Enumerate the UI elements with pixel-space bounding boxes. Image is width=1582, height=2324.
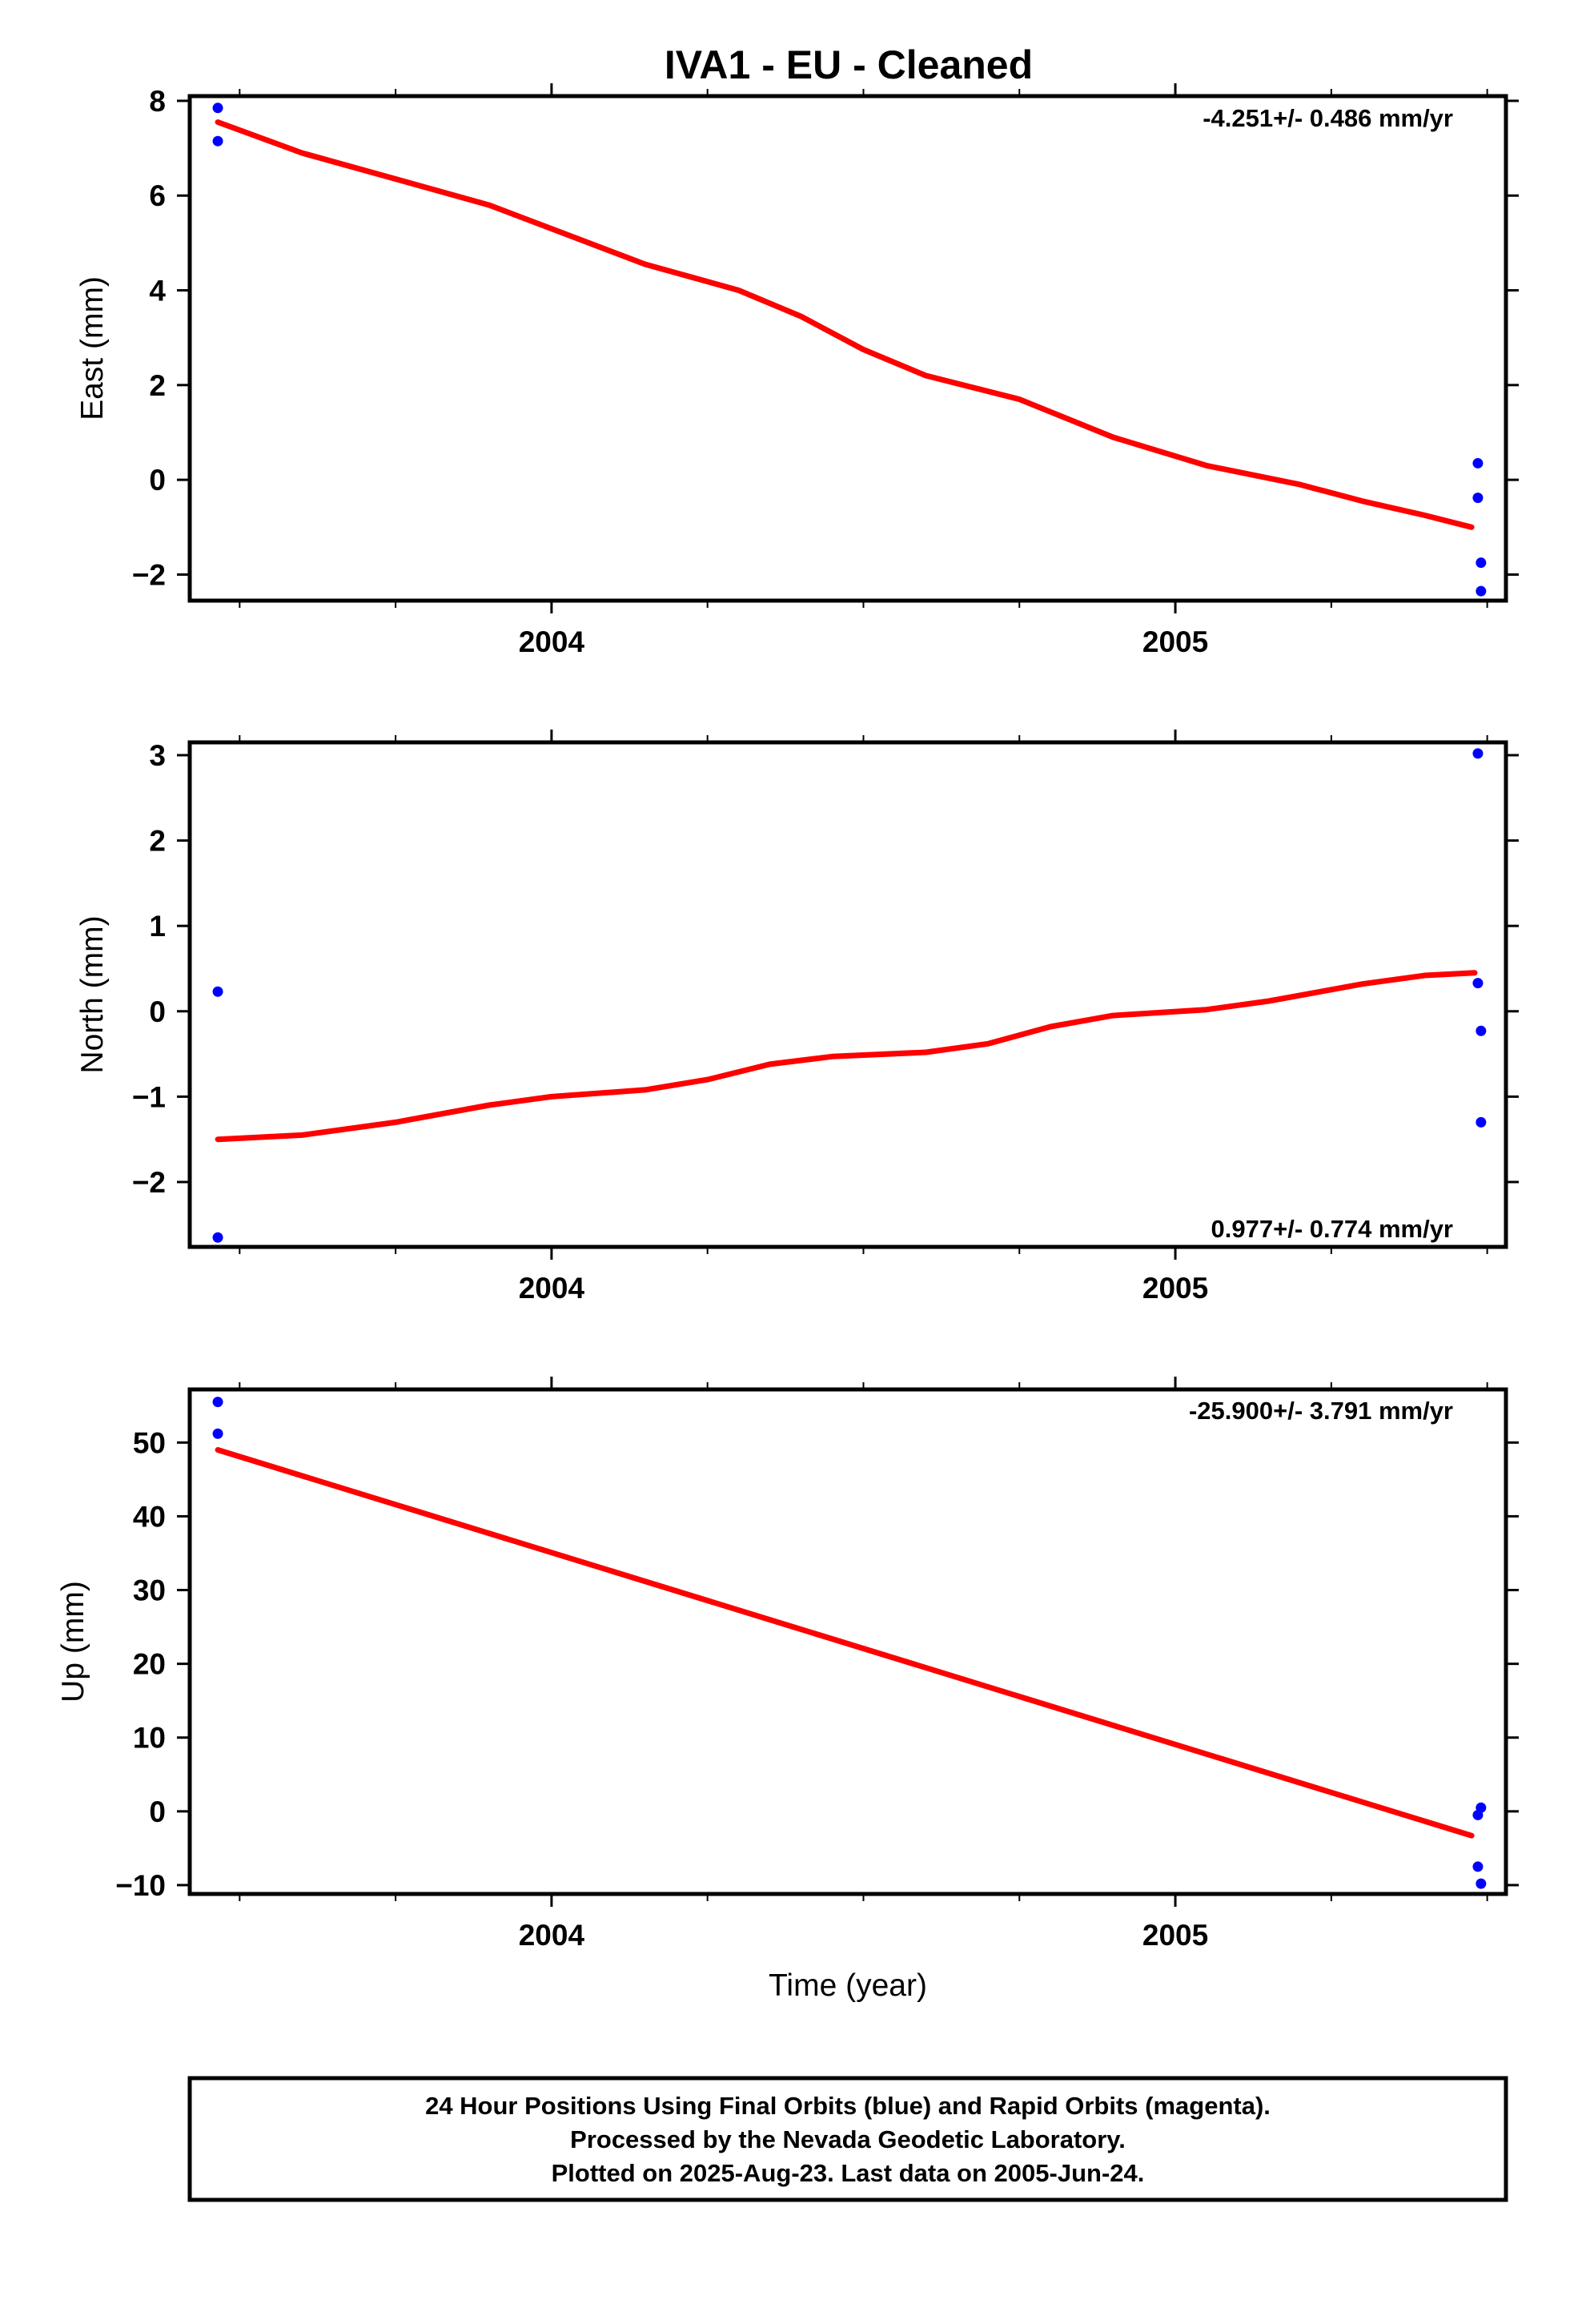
east-data-point	[1472, 493, 1484, 504]
north-y-tick-label: −2	[132, 1166, 166, 1199]
east-y-ticks: −2 0 2 4 6 8	[132, 85, 1519, 591]
east-y-tick-label: −2	[132, 558, 166, 591]
east-data-point	[1476, 557, 1487, 569]
north-y-tick-label: 0	[149, 995, 166, 1028]
north-y-tick-label: 1	[149, 910, 166, 943]
east-y-tick-label: 4	[149, 275, 166, 308]
up-fit-line	[215, 1447, 1475, 1839]
east-data-point	[1472, 457, 1484, 468]
up-y-tick-label: 30	[133, 1574, 166, 1607]
footer-line-3: Plotted on 2025-Aug-23. Last data on 200…	[552, 2159, 1145, 2187]
north-points-layer	[212, 748, 1487, 1243]
east-points-layer	[212, 103, 1487, 597]
north-data-point	[1476, 1025, 1487, 1036]
up-panel: −10 0 10 20 30 40 50 2004 2005 Up (mm) -25.900+…	[56, 1377, 1519, 1952]
footer-frame	[187, 2076, 1508, 2202]
up-data-point	[1476, 1802, 1487, 1813]
east-data-point	[212, 103, 223, 114]
north-rate-label: 0.977+/- 0.774 mm/yr	[1211, 1215, 1453, 1243]
north-y-axis-label: North (mm)	[75, 915, 110, 1073]
east-plot-frame	[187, 94, 1508, 603]
up-y-axis-label: Up (mm)	[56, 1581, 90, 1703]
up-data-point	[1476, 1878, 1487, 1889]
east-y-axis-label: East (mm)	[75, 276, 110, 420]
footer-box: 24 Hour Positions Using Final Orbits (bl…	[187, 2076, 1508, 2202]
north-data-point	[212, 1232, 223, 1243]
up-data-point	[212, 1428, 223, 1439]
east-panel: −2 0 2 4 6 8 2004 2005 East (mm) -4.251+/- 0.4…	[75, 83, 1519, 658]
up-y-ticks: −10 0 10 20 30 40 50	[115, 1426, 1519, 1902]
north-data-point	[1472, 748, 1484, 759]
east-fit-line	[215, 119, 1475, 530]
up-y-tick-label: 20	[133, 1648, 166, 1681]
up-data-point	[212, 1397, 223, 1408]
east-y-tick-label: 6	[149, 179, 166, 212]
north-x-tick-label: 2005	[1142, 1272, 1208, 1305]
north-data-point	[1472, 978, 1484, 989]
east-x-tick-label: 2004	[519, 625, 585, 658]
east-y-tick-label: 2	[149, 369, 166, 402]
north-data-point	[212, 986, 223, 997]
north-x-tick-label: 2004	[519, 1272, 585, 1305]
up-data-point	[1472, 1861, 1484, 1872]
east-data-point	[1476, 585, 1487, 597]
east-x-tick-label: 2005	[1142, 625, 1208, 658]
north-panel: −2 −1 0 1 2 3 2004 2005 North (mm) 0.977+/- 0.…	[75, 730, 1519, 1305]
north-y-ticks: −2 −1 0 1 2 3	[132, 739, 1519, 1199]
east-fit-layer	[215, 119, 1475, 530]
east-data-point	[212, 135, 223, 147]
up-rate-label: -25.900+/- 3.791 mm/yr	[1189, 1397, 1453, 1425]
up-y-tick-label: 50	[133, 1426, 166, 1459]
up-y-tick-label: 10	[133, 1722, 166, 1755]
north-x-ticks: 2004 2005	[239, 730, 1488, 1305]
footer-line-2: Processed by the Nevada Geodetic Laborat…	[570, 2125, 1126, 2153]
east-y-tick-label: 0	[149, 464, 166, 497]
up-y-tick-label: 40	[133, 1500, 166, 1533]
up-y-tick-label: −10	[115, 1869, 166, 1902]
up-x-tick-label: 2004	[519, 1919, 585, 1952]
up-plot-frame	[187, 1387, 1508, 1896]
east-y-tick-label: 8	[149, 85, 166, 118]
up-x-tick-label: 2005	[1142, 1919, 1208, 1952]
up-fit-layer	[215, 1447, 1475, 1839]
east-rate-label: -4.251+/- 0.486 mm/yr	[1203, 104, 1453, 132]
up-x-ticks: 2004 2005	[239, 1377, 1488, 1952]
north-fit-line	[215, 970, 1478, 1143]
chart-title: IVA1 - EU - Cleaned	[665, 42, 1033, 87]
north-y-tick-label: 3	[149, 739, 166, 772]
north-y-tick-label: −1	[132, 1080, 166, 1113]
north-y-tick-label: 2	[149, 825, 166, 858]
up-y-tick-label: 0	[149, 1795, 166, 1828]
east-x-ticks: 2004 2005	[239, 83, 1488, 658]
x-axis-label: Time (year)	[769, 1968, 927, 2003]
north-fit-layer	[215, 970, 1478, 1143]
north-plot-frame	[187, 740, 1508, 1249]
up-points-layer	[212, 1397, 1487, 1889]
footer-line-1: 24 Hour Positions Using Final Orbits (bl…	[425, 2092, 1271, 2120]
north-data-point	[1476, 1116, 1487, 1128]
